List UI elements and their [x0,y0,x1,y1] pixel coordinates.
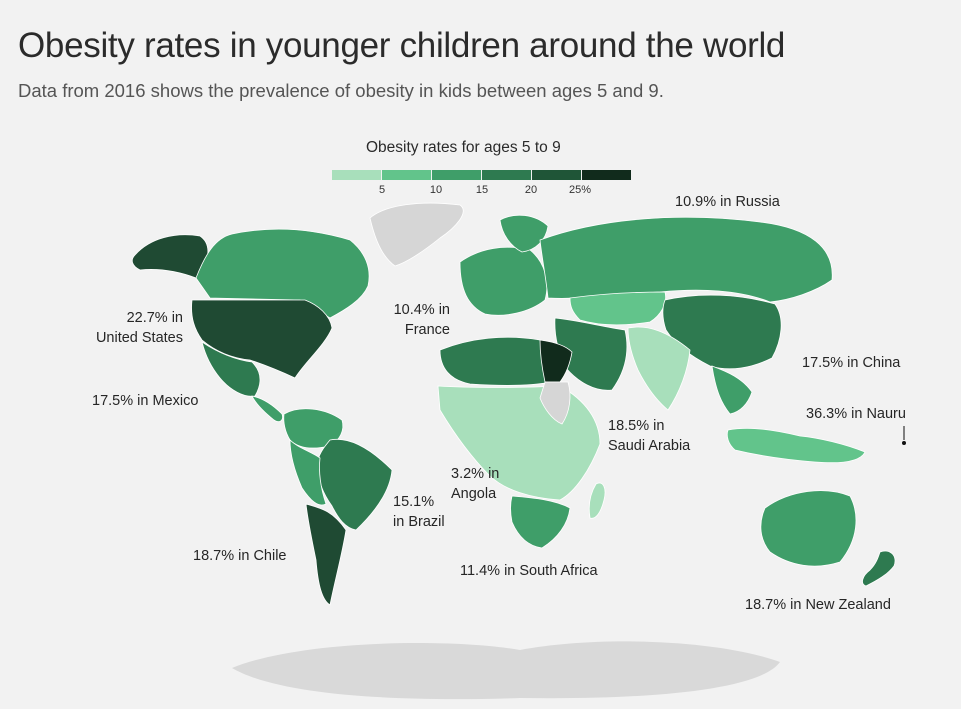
region-madagascar [588,482,606,519]
region-indonesia [726,428,866,464]
region-china [662,294,782,370]
annotation-united-states: 22.7% in United States [82,308,183,348]
annotation-france-line2: France [404,322,450,338]
legend-color-scale [332,170,631,180]
region-australia [760,490,857,567]
nauru-marker [902,441,906,445]
page-subtitle: Data from 2016 shows the prevalence of o… [18,80,664,101]
annotation-new-zealand: 18.7% in New Zealand [745,597,891,613]
region-greenland [369,202,464,267]
legend-tick-5: 5 [378,184,386,196]
legend-swatch-0 [332,170,382,180]
legend-tick-20: 20 [524,184,538,196]
annotation-angola-line2: Angola [451,486,497,502]
region-mexico [201,341,261,397]
legend-swatch-3 [482,170,532,180]
region-united-states [191,299,333,379]
annotation-brazil-line1: 15.1% [393,494,435,510]
annotation-united-states-line1: 22.7% in [126,310,183,326]
region-north-africa [439,336,554,386]
legend-title: Obesity rates for ages 5 to 9 [366,139,561,156]
annotation-brazil-line2: in Brazil [393,514,445,530]
annotation-brazil: 15.1% in Brazil [393,492,445,532]
annotation-china: 17.5% in China [802,355,901,371]
annotation-nauru: 36.3% in Nauru [806,406,906,422]
annotation-saudi-arabia-line2: Saudi Arabia [608,438,691,454]
annotation-south-africa: 11.4% in South Africa [460,563,598,579]
annotation-france-line1: 10.4% in [393,302,450,318]
legend-swatch-1 [382,170,432,180]
legend-swatch-5 [582,170,631,180]
region-new-zealand [862,550,896,587]
annotation-angola-line1: 3.2% in [451,466,500,482]
annotation-chile: 18.7% in Chile [193,548,287,564]
legend-tick-15: 15 [475,184,489,196]
region-scandinavia [499,214,549,253]
region-europe [459,246,548,316]
legend-swatch-2 [432,170,482,180]
region-southern-africa [510,495,571,549]
annotation-angola: 3.2% in Angola [451,464,499,504]
legend-tick-25: 25% [568,184,592,196]
region-canada [195,228,370,319]
region-southern-cone [305,503,347,606]
region-alaska [131,234,209,279]
annotation-saudi-arabia-line1: 18.5% in [608,418,665,434]
region-india [627,326,691,411]
region-central-asia [569,291,667,326]
annotation-france: 10.4% in France [385,300,450,340]
legend-swatch-4 [532,170,582,180]
annotation-russia: 10.9% in Russia [675,194,780,210]
region-sudan [539,381,571,425]
region-antarctica [232,641,780,700]
region-russia [539,216,833,303]
annotation-saudi-arabia: 18.5% in Saudi Arabia [608,416,690,456]
region-southeast-asia [711,365,753,415]
annotation-united-states-line2: United States [95,330,183,346]
region-egypt [539,339,573,383]
legend-tick-10: 10 [429,184,443,196]
region-central-america [251,395,283,422]
region-andes [289,439,327,506]
annotation-mexico: 17.5% in Mexico [92,393,199,409]
page-title: Obesity rates in younger children around… [18,26,786,65]
